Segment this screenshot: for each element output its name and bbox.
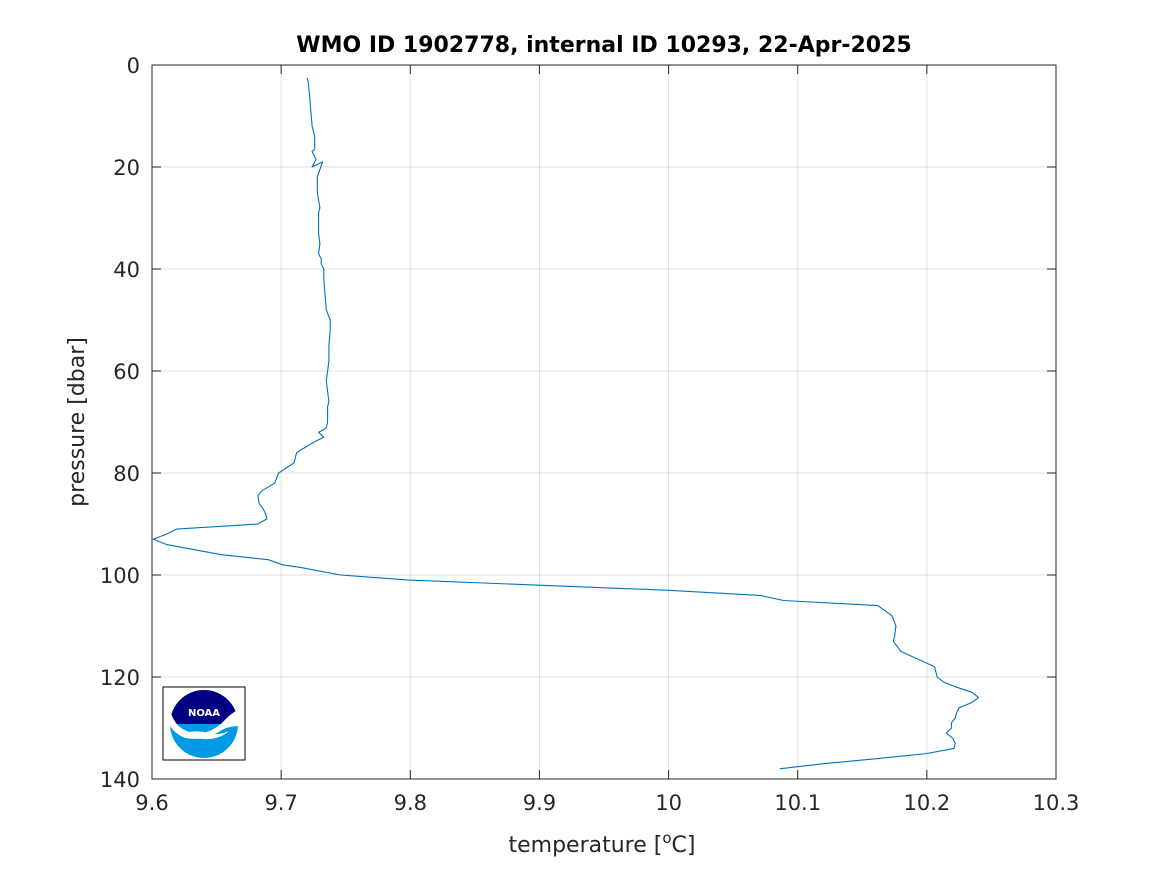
x-tick-label: 10.1: [774, 791, 821, 815]
temperature-profile-line: [152, 77, 980, 770]
plot-area: [152, 65, 1056, 779]
x-axis-title-suffix: C]: [672, 833, 696, 858]
x-axis-title-text: temperature [: [508, 833, 662, 858]
noaa-logo: NOAA: [162, 686, 246, 761]
chart-title: WMO ID 1902778, internal ID 10293, 22-Ap…: [296, 33, 911, 58]
x-tick-label: 9.7: [264, 791, 297, 815]
logo-upper-half: [170, 690, 238, 724]
y-tick-label: 20: [113, 156, 140, 180]
logo-bird-wave: [170, 710, 238, 739]
grid: [152, 65, 1056, 779]
logo-wordmark: NOAA: [188, 708, 220, 719]
x-tick-label: 9.8: [394, 791, 427, 815]
x-tick-label: 10: [655, 791, 682, 815]
logo-lower-wave: [179, 731, 229, 740]
y-tick-label: 40: [113, 258, 140, 282]
x-tick-label: 10.2: [903, 791, 950, 815]
y-tick-label: 80: [113, 462, 140, 486]
y-tick-label: 120: [100, 666, 140, 690]
x-axis-title-superscript: o: [662, 829, 671, 847]
x-tick-label: 9.9: [523, 791, 556, 815]
data-layer: [152, 77, 980, 770]
x-axis-title: temperature [oC]: [508, 829, 695, 858]
y-tick-label: 60: [113, 360, 140, 384]
y-tick-label: 100: [100, 564, 140, 588]
x-tick-label: 9.6: [135, 791, 168, 815]
y-axis-title: pressure [dbar]: [65, 337, 90, 507]
tick-labels: 9.6 9.7 9.8 9.9 10 10.1 10.2 10.3 0 20 40 60 80 100 12…: [100, 54, 1079, 815]
x-tick-label: 10.3: [1033, 791, 1080, 815]
y-tick-label: 140: [100, 768, 140, 792]
ticks: [151, 64, 1057, 780]
y-tick-label: 0: [127, 54, 140, 78]
axes-box: [151, 64, 1057, 780]
